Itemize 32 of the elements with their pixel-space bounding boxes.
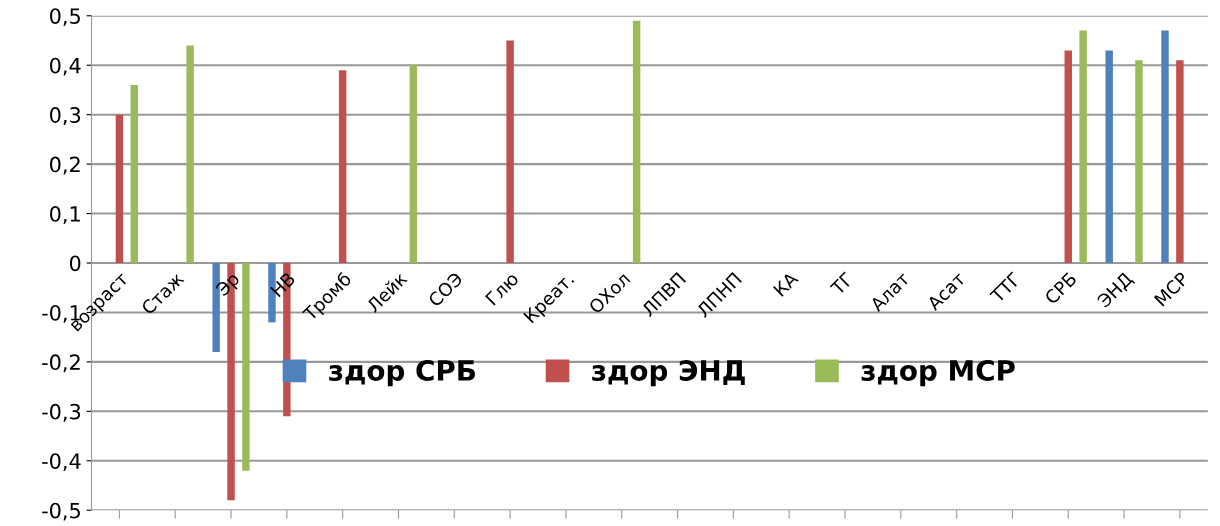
bar xyxy=(409,65,418,263)
y-tick-label: 0,5 xyxy=(50,8,80,27)
bar xyxy=(1161,30,1169,263)
bar xyxy=(632,20,641,263)
bar xyxy=(186,45,194,263)
x-tick-label: НВ xyxy=(270,271,296,298)
bar xyxy=(242,263,250,471)
legend-label: здор СРБ xyxy=(329,359,475,387)
bar xyxy=(1105,50,1113,263)
x-tick-label: КА xyxy=(773,270,799,297)
x-tick-label: Эр xyxy=(214,271,243,300)
bar xyxy=(1079,30,1087,263)
bar xyxy=(130,85,139,263)
bar xyxy=(1064,50,1072,263)
y-tick-label: 0,2 xyxy=(50,156,80,175)
y-tick-label: 0,4 xyxy=(50,57,81,76)
bar xyxy=(115,114,124,263)
y-tick-label: 0,3 xyxy=(50,107,81,125)
y-tick-label: -0,5 xyxy=(42,502,80,521)
y-tick-label: -0,4 xyxy=(42,453,81,472)
y-tick-label: -0,2 xyxy=(42,354,80,373)
y-tick-label: 0,1 xyxy=(50,206,80,224)
bar xyxy=(1135,60,1143,263)
bar xyxy=(506,40,514,263)
x-tick-label: ТТГ xyxy=(989,271,1022,304)
x-tick-label: ТГ xyxy=(829,271,854,296)
legend-label: здор ЭНД xyxy=(592,359,745,387)
y-tick-label: 0 xyxy=(69,255,81,272)
legend-label: здор МСР xyxy=(861,359,1015,387)
y-tick-label: -0,3 xyxy=(42,403,81,422)
bar xyxy=(338,70,347,263)
bar xyxy=(1176,60,1184,263)
